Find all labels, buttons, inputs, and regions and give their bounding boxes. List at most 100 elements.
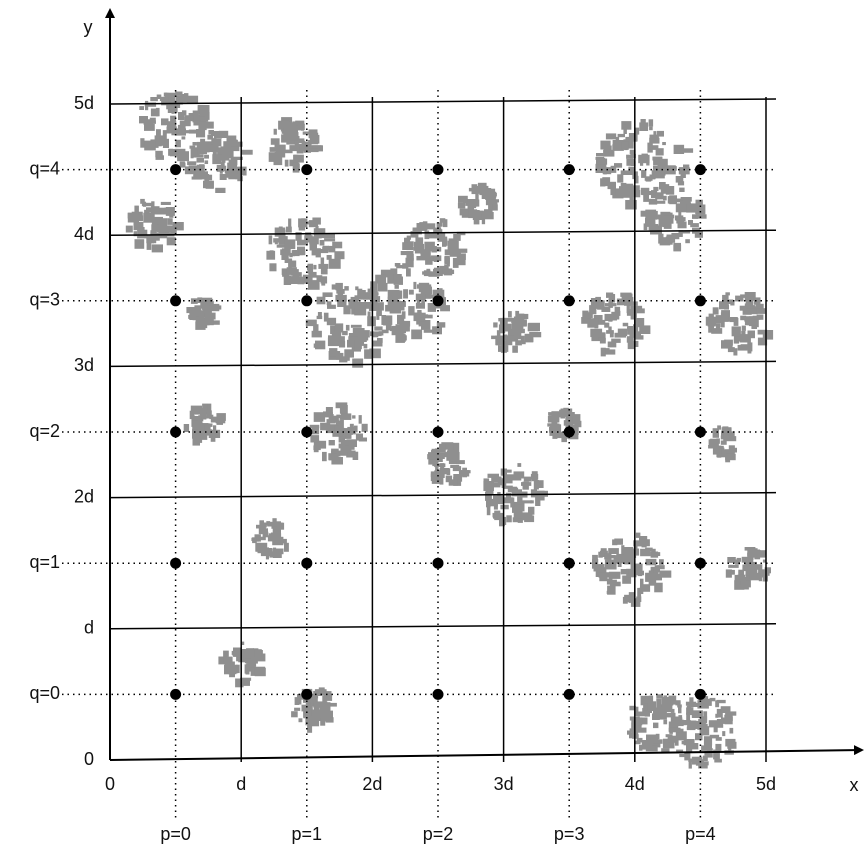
texture-patch <box>137 224 142 231</box>
texture-patch <box>659 559 664 565</box>
texture-patch <box>393 274 402 281</box>
texture-patch <box>512 517 519 523</box>
texture-patch <box>593 564 604 572</box>
texture-patch <box>177 151 189 162</box>
texture-patch <box>417 310 422 315</box>
texture-patch <box>708 720 717 728</box>
texture-patch <box>313 445 321 451</box>
texture-patch <box>641 169 647 178</box>
texture-patch <box>598 337 605 341</box>
texture-patch <box>752 318 757 324</box>
texture-patch <box>208 174 213 181</box>
texture-patch <box>338 443 349 449</box>
texture-patch <box>319 702 331 713</box>
texture-patch <box>635 532 641 538</box>
texture-patch <box>668 721 679 731</box>
texture-patch <box>486 506 491 516</box>
texture-patch <box>524 333 534 342</box>
texture-patch <box>413 281 417 290</box>
texture-patch <box>196 436 203 443</box>
texture-patch <box>420 292 432 299</box>
texture-patch <box>328 440 335 446</box>
texture-patch <box>340 446 352 456</box>
x-tick-label: 4d <box>625 774 645 794</box>
texture-patch <box>733 348 738 356</box>
texture-patch <box>528 506 535 515</box>
texture-patch <box>657 710 667 720</box>
texture-patch <box>139 106 144 110</box>
texture-patch <box>621 141 629 150</box>
texture-patch <box>688 220 693 225</box>
texture-patch <box>160 201 171 205</box>
sample-point <box>432 164 444 176</box>
texture-patch <box>612 315 620 320</box>
texture-patch <box>311 330 322 338</box>
texture-patch <box>593 315 603 320</box>
texture-patch <box>587 318 599 328</box>
texture-patch <box>188 129 198 134</box>
texture-patch <box>439 218 446 223</box>
texture-patch <box>212 138 222 147</box>
texture-patch <box>443 219 448 228</box>
texture-patch <box>491 335 498 340</box>
texture-patch <box>224 169 232 174</box>
texture-patch <box>159 218 168 226</box>
texture-patch <box>453 474 463 482</box>
texture-patch <box>157 207 170 215</box>
texture-patch <box>323 233 335 239</box>
texture-patch <box>341 431 351 439</box>
texture-patch <box>307 263 314 274</box>
texture-patch <box>744 316 754 322</box>
texture-patch <box>590 328 603 338</box>
texture-patch <box>636 717 643 726</box>
texture-patch <box>175 148 186 153</box>
texture-patch <box>156 94 162 99</box>
texture-patch <box>681 230 691 234</box>
texture-patch <box>719 301 728 310</box>
texture-patch <box>599 574 608 582</box>
texture-patch <box>169 212 174 218</box>
texture-patch <box>508 311 512 318</box>
texture-patch <box>658 218 666 226</box>
texture-patch <box>552 412 564 418</box>
texture-patch <box>645 572 652 581</box>
texture-patch <box>492 512 504 518</box>
sample-point <box>432 426 444 438</box>
texture-patch <box>363 343 368 349</box>
texture-patch <box>604 322 610 328</box>
texture-patch <box>274 240 278 245</box>
texture-patch <box>387 289 400 300</box>
texture-patch <box>401 311 406 319</box>
texture-patch <box>427 303 436 312</box>
texture-patch <box>447 446 457 454</box>
texture-patch <box>201 171 208 176</box>
texture-patch <box>705 316 717 326</box>
texture-patch <box>375 274 387 284</box>
texture-patch <box>204 121 214 129</box>
texture-patch <box>359 302 371 309</box>
texture-patch <box>199 108 206 117</box>
texture-patch <box>393 276 403 285</box>
texture-patch <box>630 563 643 572</box>
sample-point <box>694 557 706 569</box>
texture-patch <box>421 286 432 295</box>
texture-patch <box>197 145 207 155</box>
texture-patch <box>653 567 658 577</box>
texture-patch <box>455 248 468 253</box>
texture-patch <box>269 551 277 558</box>
texture-patch <box>749 306 756 314</box>
texture-patch <box>637 587 642 597</box>
texture-patch <box>355 433 363 441</box>
texture-patch <box>337 299 347 307</box>
texture-patch <box>311 140 318 145</box>
texture-patch <box>294 697 300 705</box>
texture-patch <box>292 250 300 257</box>
texture-patch <box>703 711 708 722</box>
texture-patch <box>355 286 359 291</box>
texture-patch <box>201 306 214 310</box>
texture-patch <box>650 225 658 235</box>
texture-patch <box>416 223 427 231</box>
texture-patch <box>620 569 629 575</box>
texture-patch <box>714 758 722 763</box>
sample-point <box>170 688 182 700</box>
